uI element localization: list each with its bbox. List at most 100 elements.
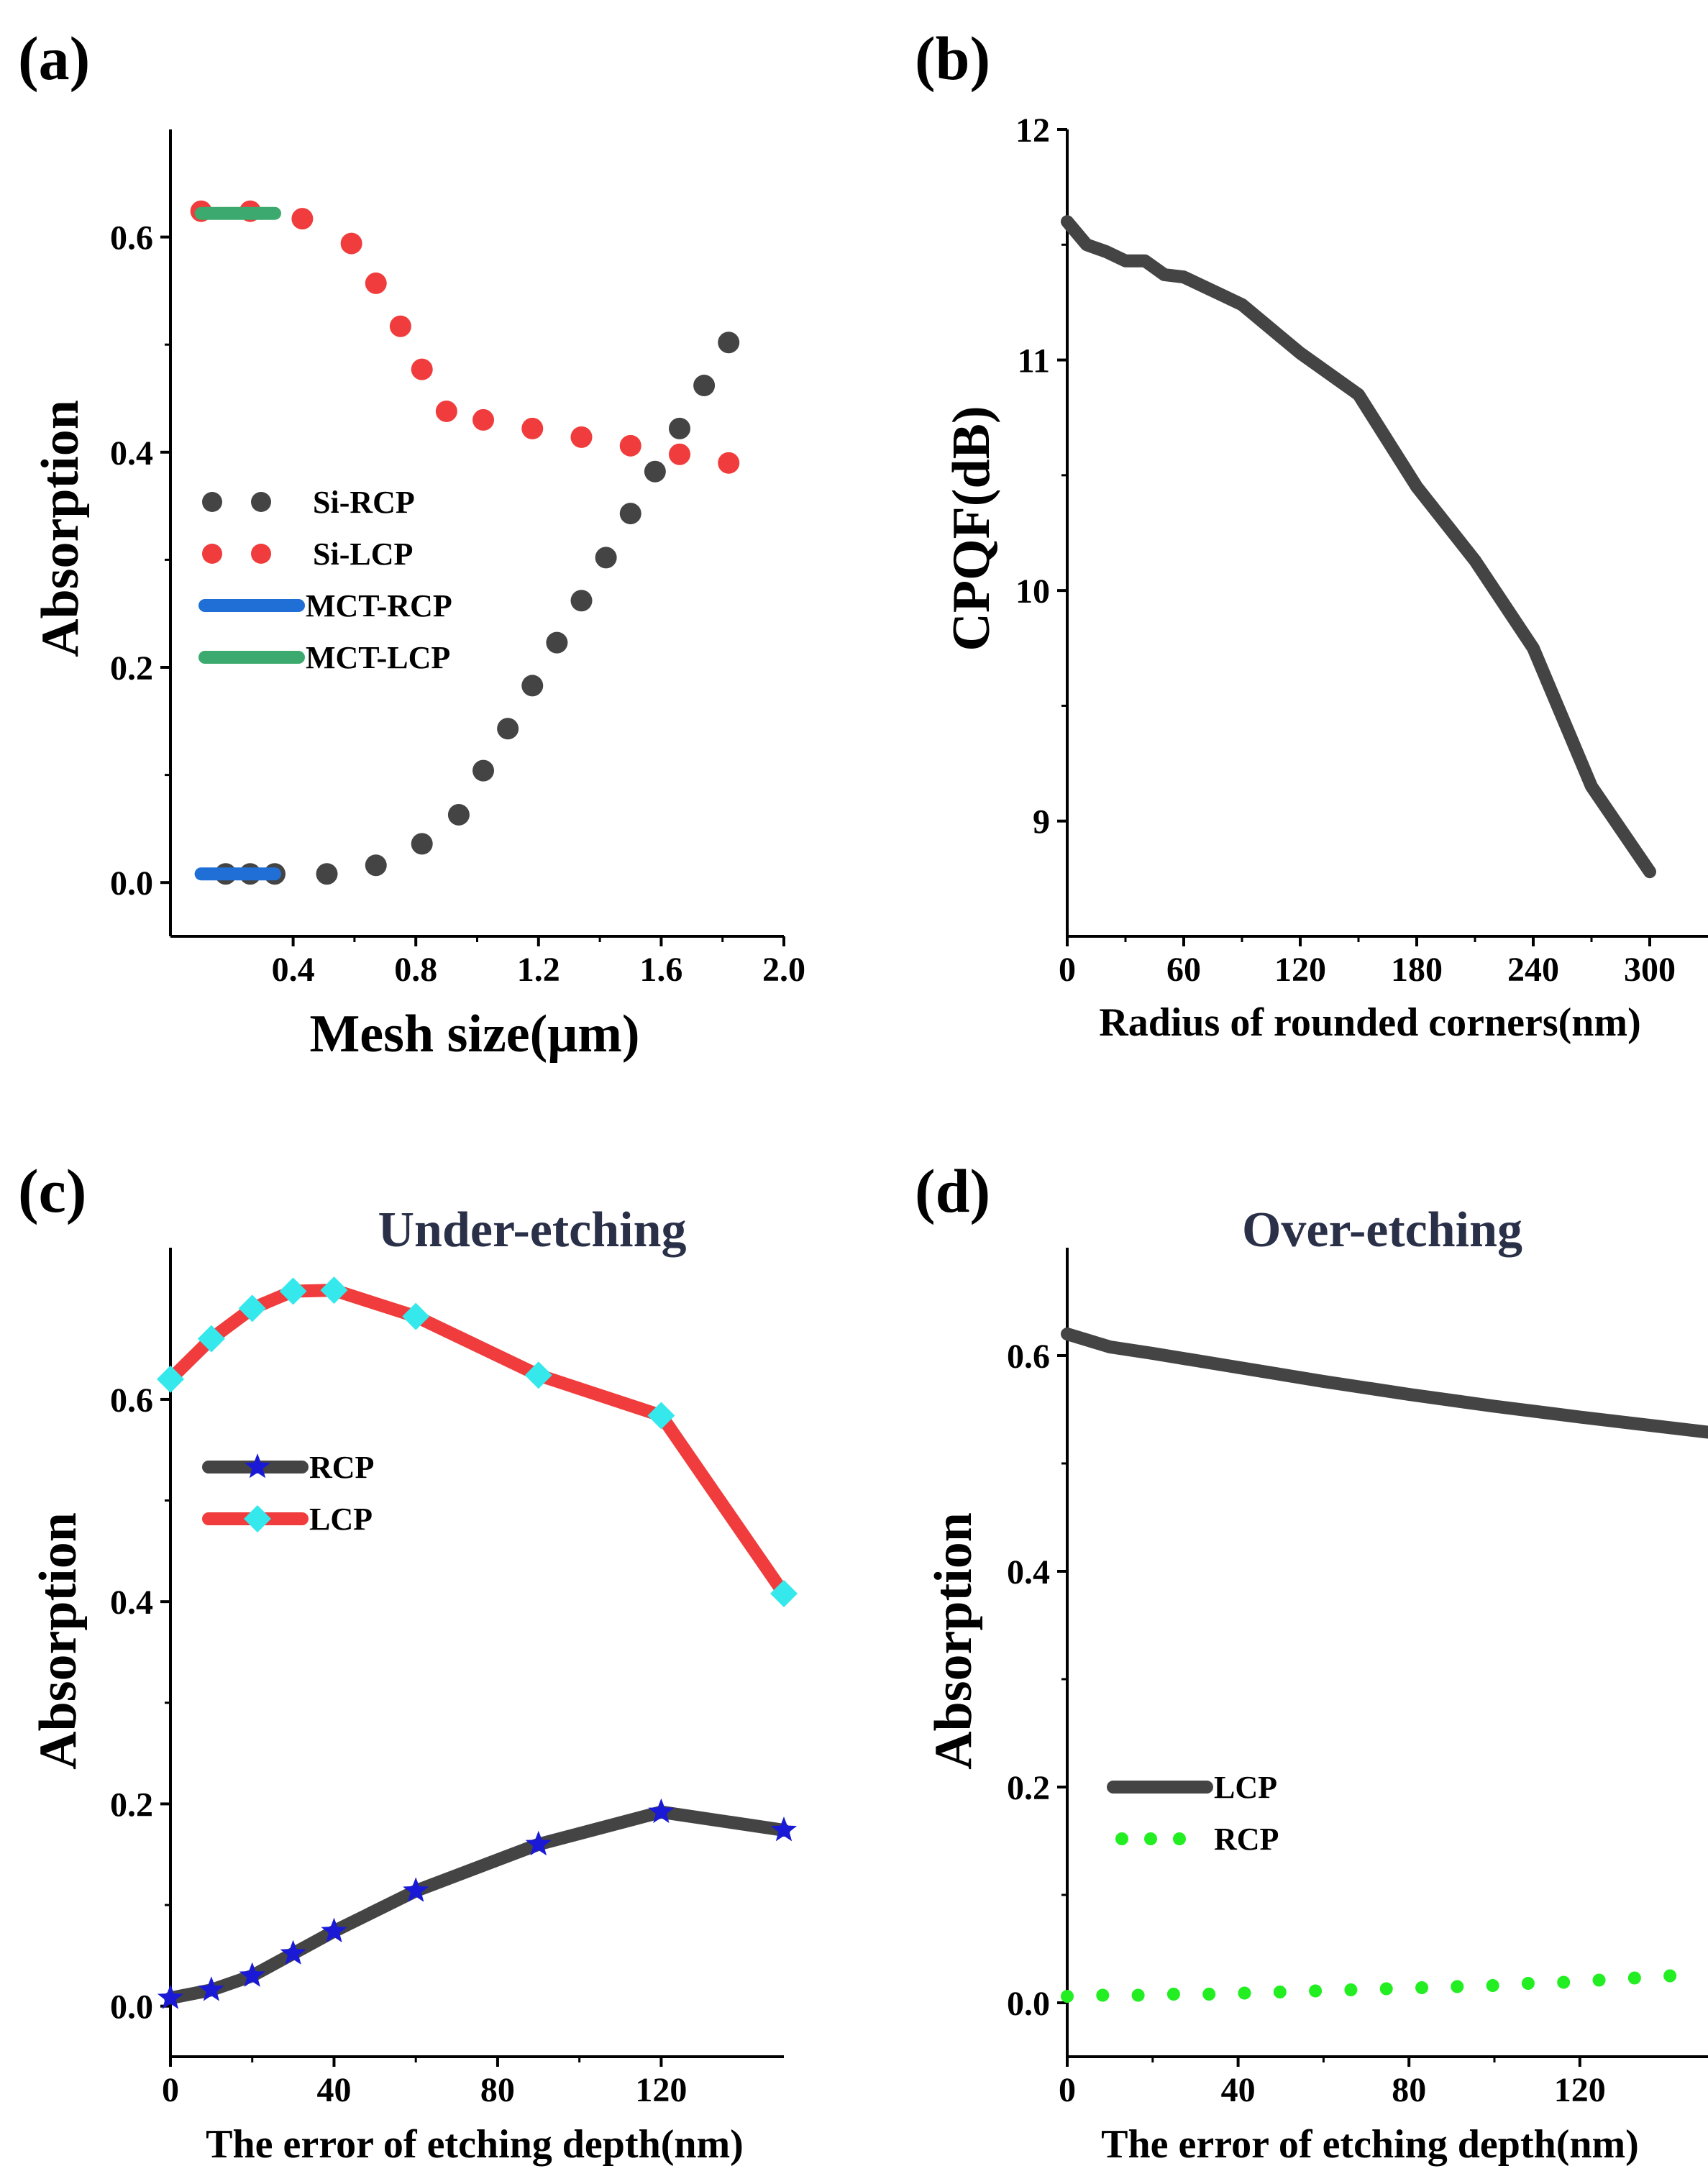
y-tick-label: 0.2 — [110, 1786, 153, 1824]
series-si-rcp-point — [668, 417, 690, 439]
series-lcp-line — [164, 1284, 790, 1600]
series-lcp-line — [1061, 1328, 1708, 1439]
series-lcp-diamond-marker — [238, 1294, 266, 1322]
series-si-rcp-point — [619, 503, 641, 525]
series-si-rcp-point — [365, 854, 387, 877]
legend-rcp-swatch — [1115, 1832, 1128, 1845]
panel-c-ylabel: Absorption — [29, 1512, 88, 1770]
series-rcp-star-marker — [198, 1976, 224, 2001]
series-si-lcp-point — [718, 452, 740, 474]
series-rcp-point — [1486, 1979, 1499, 1992]
panel-c-title: Under-etching — [378, 1202, 686, 1258]
x-tick-label: 0.4 — [272, 951, 315, 989]
panel-a-label: (a) — [18, 24, 90, 93]
legend-si-lcp-label: Si-LCP — [313, 536, 413, 572]
series-si-rcp-point — [570, 590, 593, 612]
x-tick-label: 0 — [1059, 2071, 1076, 2109]
series-rcp-star-marker — [525, 1830, 552, 1856]
legend-lcp-label: LCP — [1214, 1770, 1277, 1805]
series-rcp-star-marker — [770, 1817, 798, 1842]
panel-c-xlabel: The error of etching depth(nm) — [206, 2122, 744, 2167]
panel-d-title: Over-etching — [1242, 1202, 1522, 1258]
series-si-lcp-point — [668, 443, 690, 465]
series-rcp-star-marker — [648, 1798, 675, 1824]
panel-b-ylabel: CPQF(dB) — [942, 406, 1001, 651]
panel-c: (c) Under-etching Absorption The error o… — [18, 1156, 798, 2167]
y-tick-label: 0.0 — [110, 864, 153, 903]
series-cpqf-line — [1061, 215, 1656, 879]
x-tick-label: 0 — [1059, 951, 1076, 989]
series-si-lcp-point — [389, 315, 411, 337]
series-rcp-point — [1663, 1969, 1677, 1983]
series-rcp-point — [1309, 1984, 1323, 1998]
series-si-lcp-point — [365, 272, 387, 294]
y-tick-label: 0.6 — [1007, 1338, 1050, 1376]
y-tick-label: 10 — [1015, 572, 1050, 611]
series-rcp-point — [1627, 1971, 1641, 1985]
y-tick-label: 0.4 — [1007, 1553, 1050, 1591]
series-rcp-point — [1379, 1982, 1393, 1996]
x-tick-label: 80 — [480, 2071, 515, 2109]
legend-lcp-marker — [244, 1505, 271, 1532]
x-tick-label: 300 — [1624, 951, 1676, 989]
legend-rcp-label: RCP — [309, 1450, 374, 1485]
series-si-rcp-point — [595, 547, 617, 569]
y-tick-label: 0.4 — [110, 1584, 153, 1622]
series-rcp-star-marker — [280, 1939, 306, 1965]
x-tick-label: 1.2 — [517, 951, 560, 989]
y-tick-label: 0.6 — [110, 1381, 153, 1420]
series-rcp-point — [1592, 1973, 1606, 1987]
panel-a: (a) Absorption Mesh size(μm) 0.4 0.8 1.2 1.… — [18, 24, 805, 1064]
x-tick-label: 60 — [1166, 951, 1201, 989]
series-rcp-point — [1344, 1983, 1358, 1996]
x-tick-label: 40 — [316, 2071, 351, 2109]
series-rcp-point — [1415, 1981, 1429, 1994]
y-tick-label: 0.0 — [1007, 1985, 1050, 2023]
x-tick-label: 2.0 — [762, 951, 805, 989]
series-si-lcp-point — [435, 400, 457, 422]
series-si-rcp-point — [411, 833, 433, 855]
legend-si-rcp-label: Si-RCP — [313, 485, 415, 520]
series-rcp-point — [1166, 1988, 1180, 2001]
series-rcp-point — [1557, 1975, 1571, 1989]
y-tick-label: 0.2 — [1007, 1769, 1050, 1807]
y-tick-label: 11 — [1018, 342, 1050, 380]
x-tick-label: 120 — [1274, 951, 1326, 989]
legend-rcp-swatch — [1173, 1832, 1186, 1845]
x-tick-label: 120 — [635, 2071, 687, 2109]
series-si-rcp-point — [644, 460, 666, 483]
panel-b-xlabel: Radius of rounded corners(nm) — [1099, 1000, 1640, 1045]
series-rcp-star-marker — [403, 1877, 429, 1902]
y-tick-label: 9 — [1033, 803, 1050, 841]
legend-lcp-label: LCP — [309, 1502, 373, 1537]
series-si-rcp-point — [472, 759, 495, 782]
panel-c-label: (c) — [18, 1156, 86, 1225]
legend-si-rcp-swatch — [251, 492, 271, 512]
series-si-rcp-point — [693, 375, 716, 397]
series-si-lcp-point — [340, 232, 362, 255]
x-tick-label: 40 — [1221, 2071, 1256, 2109]
series-rcp-point — [1202, 1988, 1216, 2001]
series-lcp-diamond-marker — [320, 1276, 348, 1305]
panel-a-ylabel: Absorption — [31, 400, 90, 657]
series-si-lcp-point — [619, 434, 641, 457]
y-tick-label: 12 — [1015, 111, 1050, 150]
panel-d-label: (d) — [915, 1156, 990, 1225]
legend-rcp-marker — [244, 1453, 271, 1479]
series-lcp-diamond-marker — [524, 1361, 552, 1389]
legend-si-lcp-swatch — [202, 544, 222, 564]
legend-si-lcp-swatch — [251, 544, 271, 564]
x-tick-label: 80 — [1392, 2071, 1426, 2109]
panel-d-xlabel: The error of etching depth(nm) — [1101, 2122, 1639, 2167]
series-si-rcp-point — [546, 631, 568, 654]
series-si-lcp-point — [570, 426, 593, 448]
panel-b-plot: 0 60 120 180 240 300 9 10 11 12 — [1015, 111, 1708, 989]
series-lcp-diamond-marker — [157, 1365, 184, 1393]
series-si-rcp-point — [316, 863, 338, 885]
x-tick-label: 0.8 — [394, 951, 437, 989]
panel-a-xlabel: Mesh size(μm) — [309, 1005, 639, 1064]
series-rcp-point — [1273, 1986, 1287, 1998]
panel-b-label: (b) — [915, 24, 990, 93]
series-si-rcp-point — [521, 675, 544, 697]
